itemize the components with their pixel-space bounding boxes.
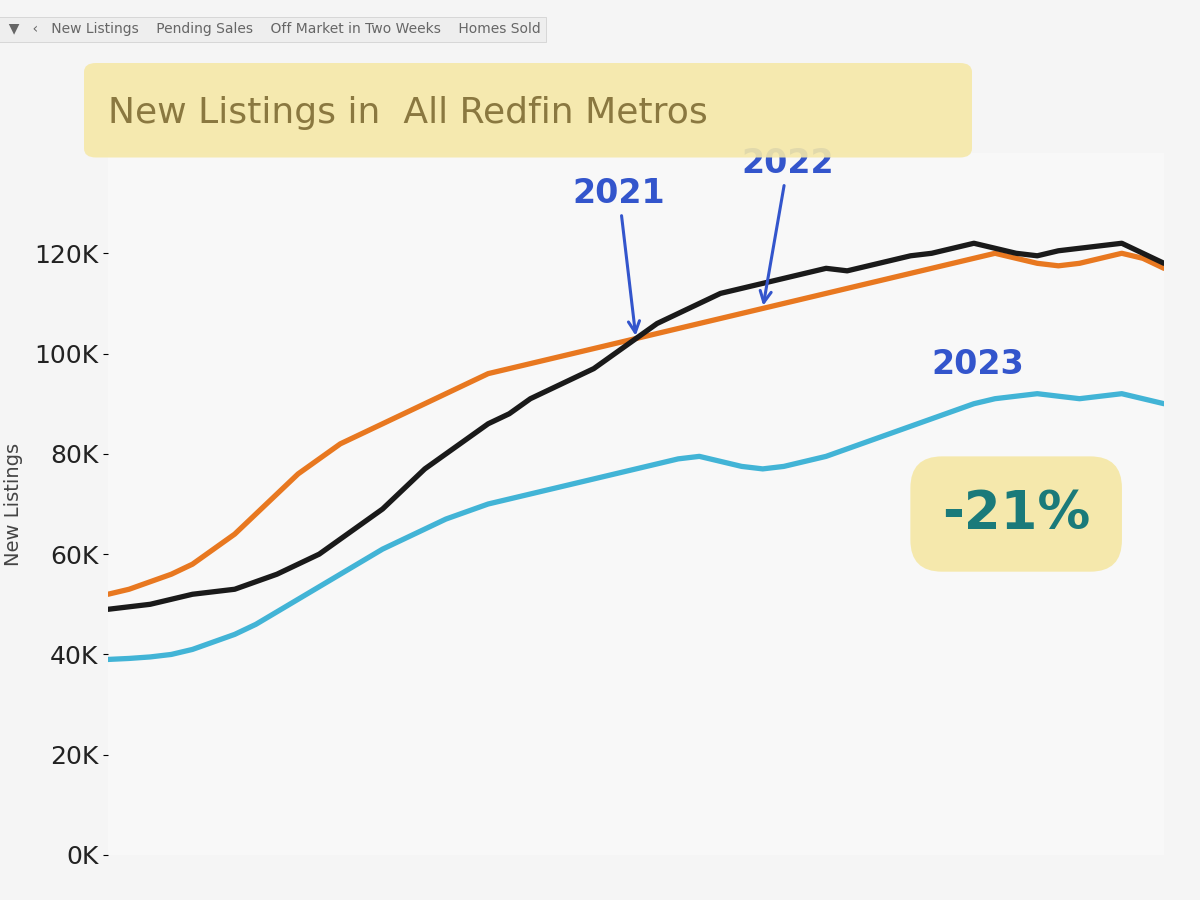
Text: ▼   ‹   New Listings    Pending Sales    Off Market in Two Weeks    Homes Sold: ▼ ‹ New Listings Pending Sales Off Marke… — [0, 22, 541, 37]
Text: 2023: 2023 — [931, 347, 1025, 381]
Text: 2021: 2021 — [572, 177, 665, 332]
Y-axis label: New Listings: New Listings — [4, 443, 23, 565]
Text: -21%: -21% — [942, 488, 1091, 540]
Text: New Listings in  All Redfin Metros: New Listings in All Redfin Metros — [108, 95, 708, 130]
Text: 2022: 2022 — [742, 147, 834, 302]
